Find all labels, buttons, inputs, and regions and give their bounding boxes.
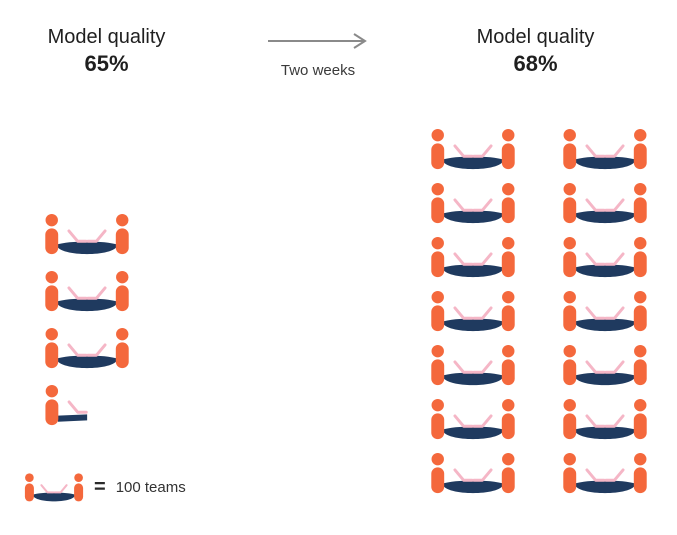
legend-label: 100 teams (115, 478, 186, 496)
team-at-table-with-laptops-icon (44, 383, 130, 426)
team-at-table-with-laptops-icon (562, 451, 650, 494)
before-title: Model quality (47, 26, 166, 48)
equals-sign: = (94, 476, 106, 498)
team-at-table-with-laptops-icon (562, 181, 650, 224)
team-at-table-with-laptops-icon (562, 127, 650, 170)
team-at-table-with-laptops-icon (44, 269, 130, 312)
team-at-table-with-laptops-icon (562, 343, 650, 386)
team-at-table-with-laptops-icon (562, 397, 650, 440)
team-at-table-with-laptops-icon (430, 235, 518, 278)
after-icon-grid (430, 127, 650, 494)
before-group-header: Model quality 65% (14, 24, 199, 78)
after-group-header: Model quality 68% (438, 24, 633, 78)
team-at-table-with-laptops-icon (24, 472, 84, 502)
after-title: Model quality (476, 26, 595, 48)
legend: = 100 teams (24, 472, 186, 502)
team-at-table-with-laptops-icon (44, 326, 130, 369)
team-at-table-with-laptops-icon (430, 127, 518, 170)
transition: Two weeks (260, 32, 376, 79)
right-arrow-icon (268, 33, 367, 49)
after-value: 68% (513, 51, 558, 76)
before-icon-stack (44, 212, 130, 426)
transition-label: Two weeks (280, 62, 356, 79)
team-at-table-with-laptops-icon (430, 343, 518, 386)
team-at-table-with-laptops-icon (430, 289, 518, 332)
team-at-table-with-laptops-icon (562, 235, 650, 278)
team-at-table-with-laptops-icon (430, 451, 518, 494)
before-value: 65% (84, 51, 129, 76)
team-at-table-with-laptops-icon (44, 212, 130, 255)
team-at-table-with-laptops-icon (430, 397, 518, 440)
team-at-table-with-laptops-icon (562, 289, 650, 332)
team-at-table-with-laptops-icon (430, 181, 518, 224)
